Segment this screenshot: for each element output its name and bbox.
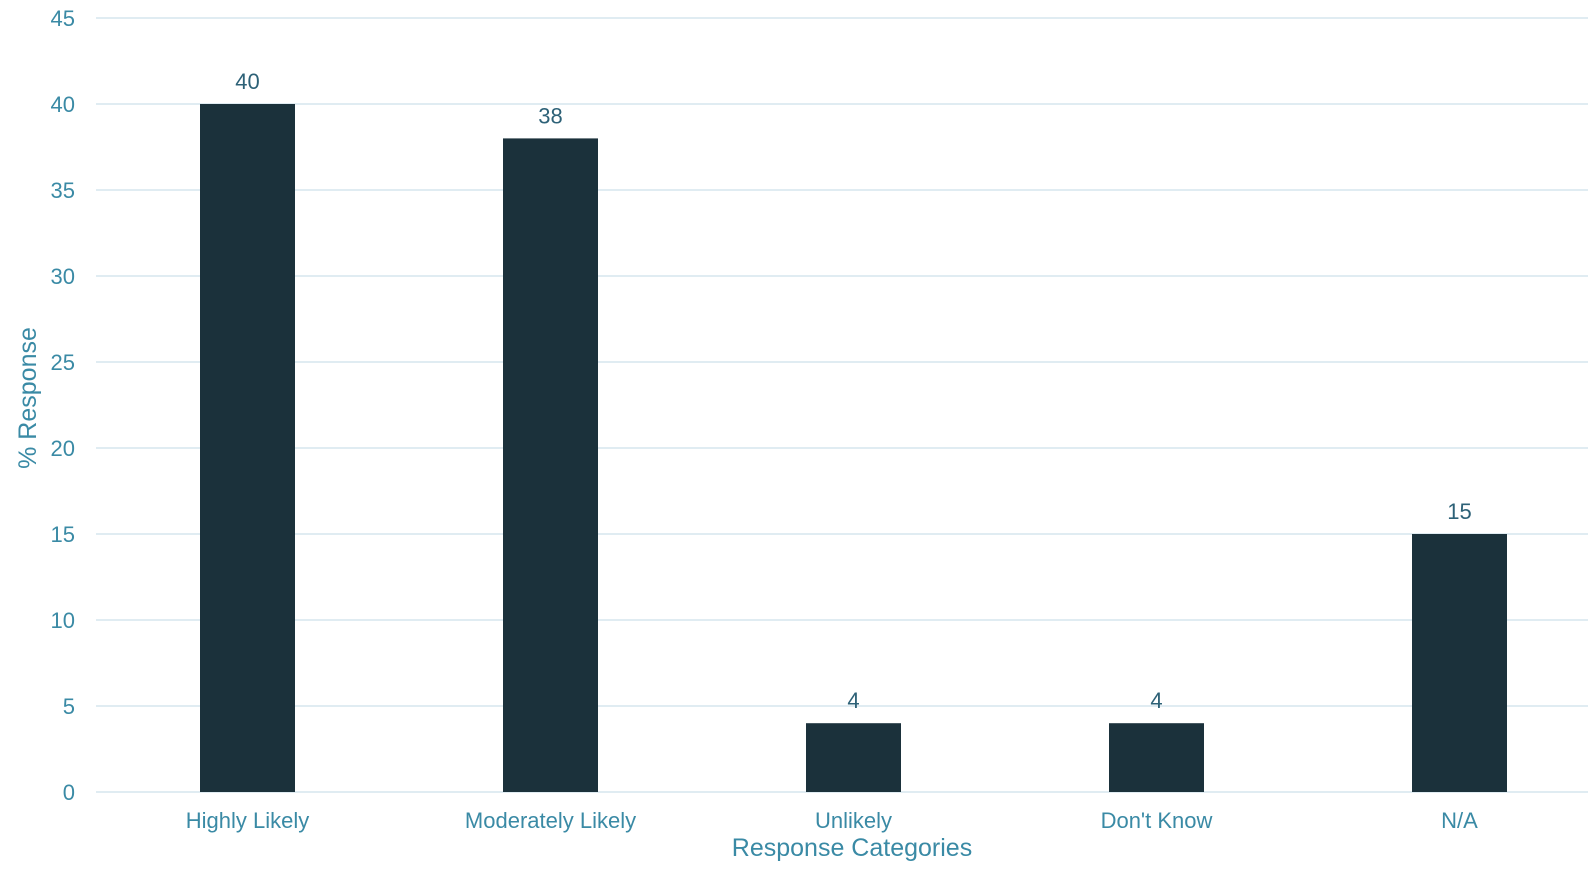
bar bbox=[200, 104, 295, 792]
y-tick-label: 10 bbox=[51, 608, 75, 633]
y-tick-label: 35 bbox=[51, 178, 75, 203]
bar bbox=[1412, 534, 1507, 792]
bar bbox=[503, 138, 598, 792]
y-tick-label: 15 bbox=[51, 522, 75, 547]
y-axis-title: % Response bbox=[14, 327, 42, 469]
x-tick-label: Moderately Likely bbox=[465, 808, 636, 833]
y-tick-label: 20 bbox=[51, 436, 75, 461]
y-tick-label: 30 bbox=[51, 264, 75, 289]
x-tick-label: Don't Know bbox=[1101, 808, 1213, 833]
data-label: 4 bbox=[847, 688, 859, 713]
x-tick-label: Highly Likely bbox=[186, 808, 310, 833]
gridlines bbox=[96, 17, 1588, 793]
x-axis-ticks: Highly Likely Moderately Likely Unlikely Do… bbox=[186, 808, 1478, 833]
x-axis-title: Response Categories bbox=[732, 834, 972, 862]
data-labels: 40 38 4 4 15 bbox=[235, 69, 1471, 713]
data-label: 15 bbox=[1447, 499, 1471, 524]
y-axis-ticks: 0 5 10 15 20 25 30 35 40 45 bbox=[51, 6, 75, 805]
y-tick-label: 0 bbox=[63, 780, 75, 805]
x-tick-label: N/A bbox=[1441, 808, 1478, 833]
data-label: 40 bbox=[235, 69, 259, 94]
bar bbox=[1109, 723, 1204, 792]
y-tick-label: 25 bbox=[51, 350, 75, 375]
bars bbox=[200, 104, 1507, 792]
y-tick-label: 5 bbox=[63, 694, 75, 719]
x-tick-label: Unlikely bbox=[815, 808, 892, 833]
y-tick-label: 40 bbox=[51, 92, 75, 117]
data-label: 38 bbox=[538, 103, 562, 128]
y-tick-label: 45 bbox=[51, 6, 75, 31]
bar bbox=[806, 723, 901, 792]
data-label: 4 bbox=[1150, 688, 1162, 713]
